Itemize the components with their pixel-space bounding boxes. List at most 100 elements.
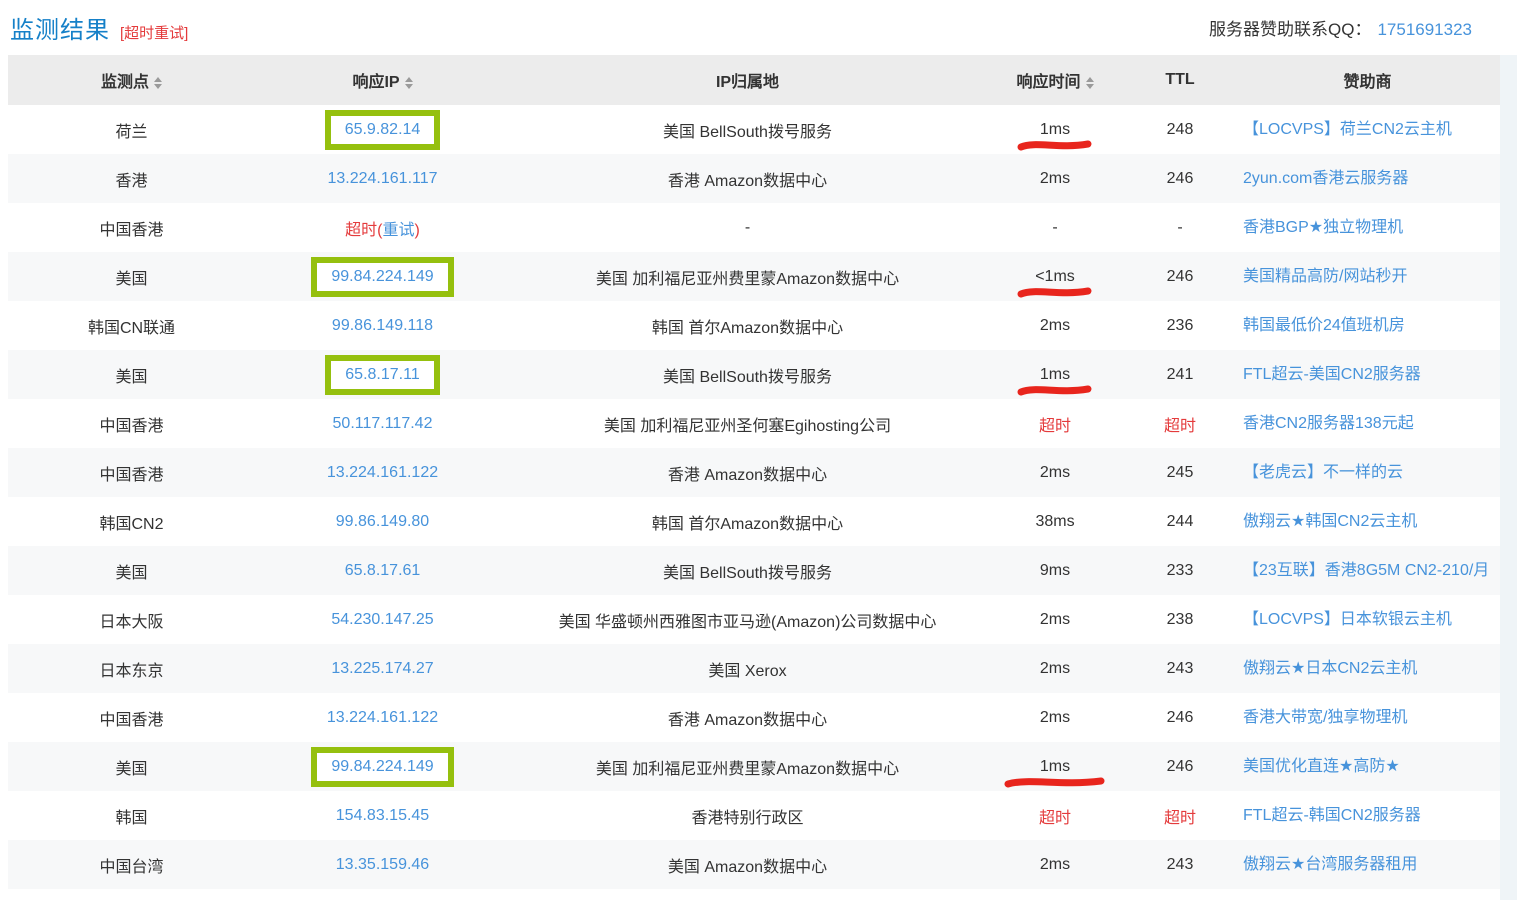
sponsor-link[interactable]: 【23互联】香港8G5M CN2-210/月 bbox=[1243, 561, 1490, 579]
sort-arrows-icon[interactable] bbox=[1085, 76, 1094, 89]
sponsor-link[interactable]: 香港大带宽/独享物理机 bbox=[1243, 708, 1408, 726]
response-time-value: 1ms bbox=[1017, 121, 1092, 150]
ip-link[interactable]: 99.86.149.80 bbox=[335, 512, 430, 530]
ip-link[interactable]: 65.8.17.61 bbox=[344, 561, 421, 579]
sponsor-cell: 【LOCVPS】荷兰CN2云主机 bbox=[1235, 105, 1500, 154]
page-gutter bbox=[1500, 55, 1517, 900]
response-time-cell: 2ms bbox=[985, 693, 1125, 742]
ttl-cell: 246 bbox=[1166, 267, 1194, 285]
sponsor-cell: 美国优化直连★高防★ bbox=[1235, 742, 1500, 791]
ttl-cell: 246 bbox=[1166, 708, 1194, 726]
ip-link[interactable]: 99.84.224.149 bbox=[331, 757, 434, 775]
ip-cell: 65.9.82.14 bbox=[255, 105, 510, 154]
ip-cell: 13.224.161.122 bbox=[255, 448, 510, 497]
ip-cell: 13.35.159.46 bbox=[255, 840, 510, 889]
ip-link[interactable]: 65.8.17.11 bbox=[345, 365, 420, 383]
sponsor-link[interactable]: 美国精品高防/网站秒开 bbox=[1243, 267, 1408, 285]
sponsor-link[interactable]: 香港BGP★独立物理机 bbox=[1243, 218, 1404, 236]
ip-location-cell: 香港 Amazon数据中心 bbox=[667, 172, 828, 190]
column-label: 赞助商 bbox=[1343, 74, 1392, 91]
response-time-cell: 2ms bbox=[985, 595, 1125, 644]
response-time-value: <1ms bbox=[1017, 268, 1092, 297]
node-cell: 香港 bbox=[115, 172, 148, 190]
ip-location-cell: 美国 Xerox bbox=[708, 662, 787, 680]
column-header-time[interactable]: 响应时间 bbox=[985, 55, 1125, 105]
table-row: 韩国CN2 99.86.149.80 韩国 首尔Amazon数据中心 38ms 244 傲… bbox=[8, 497, 1500, 546]
table-row: 日本大阪 54.230.147.25 美国 华盛顿州西雅图市亚马逊(Amazon)公… bbox=[8, 595, 1500, 644]
column-label: 响应时间 bbox=[1016, 74, 1081, 91]
ip-location-cell: 韩国 首尔Amazon数据中心 bbox=[651, 319, 844, 337]
ip-link[interactable]: 13.225.174.27 bbox=[331, 659, 434, 677]
sponsor-cell: FTL超云-美国CN2服务器 bbox=[1235, 350, 1500, 399]
ip-cell: 13.224.161.122 bbox=[255, 693, 510, 742]
retry-link[interactable]: 重试 bbox=[382, 221, 415, 239]
ip-cell: 99.86.149.118 bbox=[255, 301, 510, 350]
ip-location-cell: 香港特别行政区 bbox=[691, 809, 804, 827]
ttl-cell: 241 bbox=[1166, 365, 1194, 383]
ip-link[interactable]: 13.35.159.46 bbox=[335, 855, 430, 873]
qq-number-link[interactable]: 1751691323 bbox=[1377, 20, 1472, 39]
sponsor-link[interactable]: 美国优化直连★高防★ bbox=[1243, 757, 1400, 775]
response-time-value: 2ms bbox=[1039, 708, 1071, 726]
response-time-value: 2ms bbox=[1039, 610, 1071, 628]
table-row: 韩国 154.83.15.45 香港特别行政区 超时 超时 FTL超云-韩国CN2服务器 bbox=[8, 791, 1500, 840]
table-row: 荷兰 65.9.82.14 美国 BellSouth拨号服务 1ms 248 【LOCVP… bbox=[8, 105, 1500, 154]
column-header-ip[interactable]: 响应IP bbox=[255, 55, 510, 105]
topbar: 监测结果 [超时重试] 服务器赞助联系QQ： 1751691323 bbox=[0, 0, 1517, 55]
response-time-value: 2ms bbox=[1039, 659, 1071, 677]
node-cell: 美国 bbox=[115, 270, 148, 288]
sponsor-link[interactable]: 傲翔云★台湾服务器租用 bbox=[1243, 855, 1418, 873]
ttl-cell: 243 bbox=[1166, 855, 1194, 873]
ip-link[interactable]: 99.86.149.118 bbox=[331, 316, 434, 334]
ttl-cell: 243 bbox=[1166, 659, 1194, 677]
node-cell: 韩国CN2 bbox=[99, 515, 164, 533]
ip-link[interactable]: 13.224.161.122 bbox=[326, 708, 439, 726]
ip-link[interactable]: 154.83.15.45 bbox=[335, 806, 430, 824]
sponsor-link[interactable]: FTL超云-韩国CN2服务器 bbox=[1243, 806, 1421, 824]
sponsor-link[interactable]: 【老虎云】不一样的云 bbox=[1243, 463, 1404, 481]
ip-link[interactable]: 99.84.224.149 bbox=[331, 267, 434, 285]
table-row: 中国台湾 13.35.159.46 美国 Amazon数据中心 2ms 243 傲翔云★台… bbox=[8, 840, 1500, 889]
sponsor-link[interactable]: 【LOCVPS】荷兰CN2云主机 bbox=[1243, 120, 1452, 138]
ip-location-cell: 美国 BellSouth拨号服务 bbox=[663, 123, 832, 141]
column-label: 响应IP bbox=[352, 74, 400, 91]
ip-link[interactable]: 13.224.161.117 bbox=[327, 169, 438, 187]
sponsor-link[interactable]: FTL超云-美国CN2服务器 bbox=[1243, 365, 1421, 383]
sponsor-link[interactable]: 韩国最低价24值班机房 bbox=[1243, 316, 1405, 334]
table-row: 日本东京 13.225.174.27 美国 Xerox 2ms 243 傲翔云★日本CN2… bbox=[8, 644, 1500, 693]
sponsor-link[interactable]: 傲翔云★日本CN2云主机 bbox=[1243, 659, 1418, 677]
sponsor-link[interactable]: 香港CN2服务器138元起 bbox=[1243, 414, 1414, 432]
ip-link[interactable]: 50.117.117.42 bbox=[332, 414, 433, 432]
ip-link[interactable]: 65.9.82.14 bbox=[344, 120, 421, 138]
sponsor-cell: 【23互联】香港8G5M CN2-210/月 bbox=[1235, 546, 1500, 595]
ip-highlight-box: 65.8.17.11 bbox=[325, 354, 440, 395]
response-time-cell: 2ms bbox=[985, 448, 1125, 497]
sort-arrows-icon[interactable] bbox=[404, 76, 413, 89]
table-row: 中国香港 超时(重试) - - - 香港BGP★独立物理机 bbox=[8, 203, 1500, 252]
response-time-value: 超时 bbox=[1038, 417, 1071, 435]
ip-cell: 99.84.224.149 bbox=[255, 252, 510, 301]
ip-cell: 154.83.15.45 bbox=[255, 791, 510, 840]
ip-location-cell: 美国 BellSouth拨号服务 bbox=[663, 564, 832, 582]
red-marker-underline-icon bbox=[1017, 385, 1092, 395]
table-row: 韩国CN联通 99.86.149.118 韩国 首尔Amazon数据中心 2ms 236… bbox=[8, 301, 1500, 350]
ip-cell: 54.230.147.25 bbox=[255, 595, 510, 644]
ip-link[interactable]: 54.230.147.25 bbox=[331, 610, 434, 628]
sponsor-link[interactable]: 2yun.com香港云服务器 bbox=[1243, 169, 1409, 187]
sponsor-link[interactable]: 【LOCVPS】日本软银云主机 bbox=[1243, 610, 1452, 628]
retry-timeout-button[interactable]: [超时重试] bbox=[120, 25, 189, 42]
sponsor-cell: 傲翔云★台湾服务器租用 bbox=[1235, 840, 1500, 889]
column-header-node[interactable]: 监测点 bbox=[8, 55, 255, 105]
node-cell: 中国台湾 bbox=[99, 858, 164, 876]
qq-label: 服务器赞助联系QQ： bbox=[1209, 20, 1372, 39]
response-time-cell: 2ms bbox=[985, 301, 1125, 350]
sponsor-link[interactable]: 傲翔云★韩国CN2云主机 bbox=[1243, 512, 1418, 530]
ip-location-cell: - bbox=[744, 218, 751, 236]
ip-link[interactable]: 13.224.161.122 bbox=[326, 463, 439, 481]
response-time-cell: 2ms bbox=[985, 154, 1125, 203]
ttl-cell: 244 bbox=[1166, 512, 1194, 530]
sort-arrows-icon[interactable] bbox=[154, 76, 162, 89]
response-time-value: 2ms bbox=[1039, 169, 1071, 187]
ip-cell: 13.224.161.117 bbox=[255, 154, 510, 203]
response-time-value: 2ms bbox=[1039, 855, 1071, 873]
